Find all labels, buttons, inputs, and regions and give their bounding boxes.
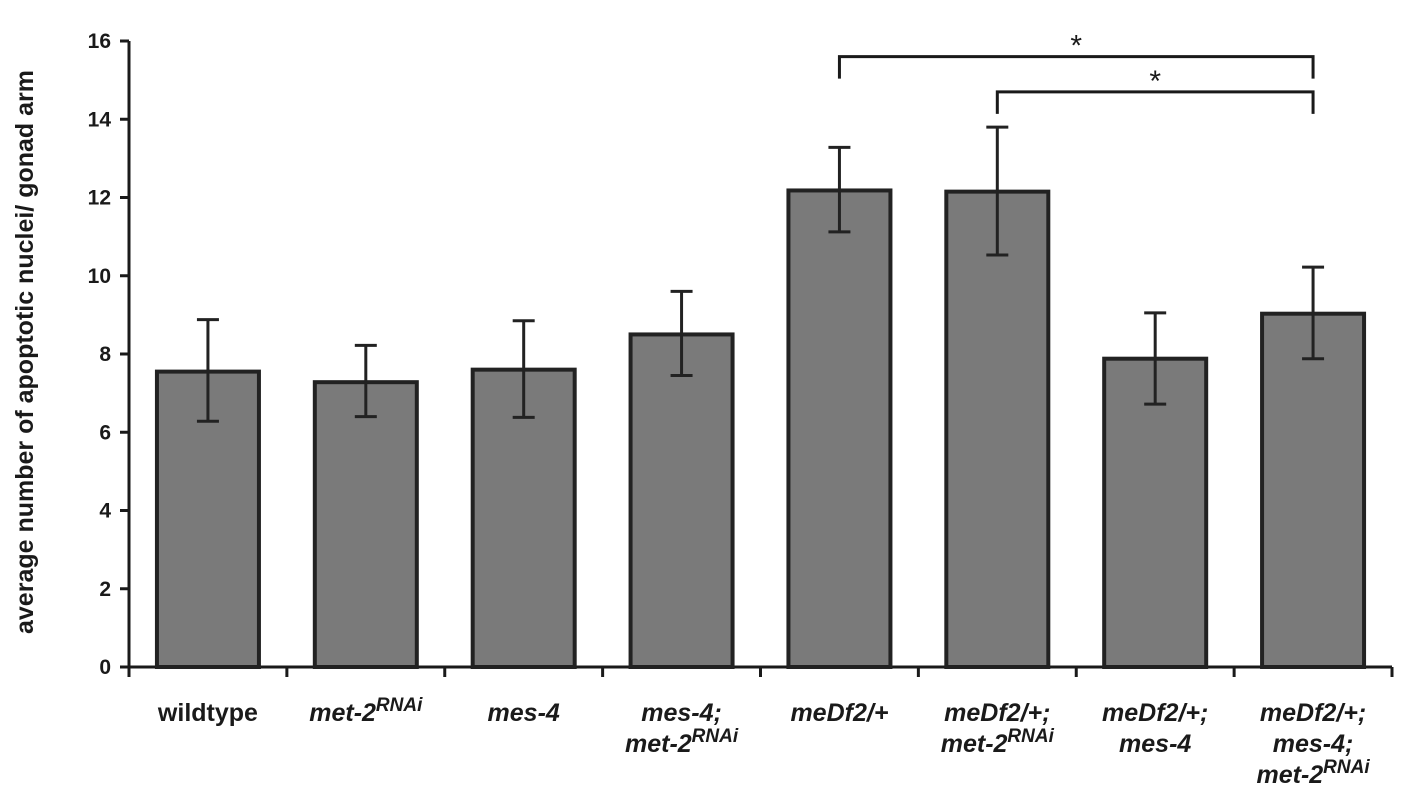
category-label-line: mes-4 [488,699,560,727]
category-label-line: meDf2/+; [944,699,1050,727]
category-label-line: wildtype [157,699,258,727]
y-axis: 0 2 4 6 8 10 12 14 16 [88,30,131,679]
significance-bracket: * [837,30,1315,79]
category-label-line: mes-4 [1119,730,1191,758]
category-label-line: met-2RNAi [309,695,423,727]
y-axis-label: average number of apoptotic nuclei/ gona… [11,70,39,634]
category-labels: wildtype met-2RNAi mes-4 mes-4;met-2RNAimeD… [157,695,1370,789]
category-label: meDf2/+ [790,699,888,727]
bars [154,188,1367,670]
category-label-line: meDf2/+ [790,699,888,727]
bar [944,189,1051,669]
y-tick-label: 12 [88,187,111,210]
category-label-line: met-2RNAi [1256,757,1370,789]
category-label: mes-4;met-2RNAi [625,699,739,758]
bar [786,188,893,670]
category-label-line: meDf2/+; [1260,699,1366,727]
category-label-line: mes-4; [1273,730,1354,758]
y-tick-label: 8 [99,343,111,366]
category-label: meDf2/+; mes-4;met-2RNAi [1256,699,1370,789]
y-tick-label: 16 [88,30,111,53]
error-bar [354,343,377,419]
y-tick-label: 6 [99,421,111,444]
category-label: mes-4 [488,699,560,727]
significance-star: * [1149,65,1161,98]
significance-bracket: * [995,65,1315,114]
category-label: meDf2/+; mes-4 [1102,699,1208,758]
error-bars [196,125,1325,423]
y-tick-label: 14 [88,108,112,131]
error-bar [1144,311,1167,406]
bar [312,380,419,669]
category-label-line: meDf2/+; [1102,699,1208,727]
significance-brackets: ** [837,30,1315,114]
y-tick-label: 4 [99,500,111,523]
category-label: wildtype [157,699,258,727]
error-bar [828,145,851,234]
category-label-line: met-2RNAi [625,726,739,758]
category-label-line: mes-4; [641,699,722,727]
error-bar [670,289,693,378]
bar [628,332,735,669]
bar [1102,356,1209,669]
error-bar [1302,265,1325,361]
bar [1260,311,1367,669]
y-tick-label: 2 [99,578,111,601]
error-bar [512,319,535,419]
y-tick-label: 10 [88,265,111,288]
y-tick-label: 0 [99,656,111,679]
significance-star: * [1070,30,1082,63]
category-label: meDf2/+;met-2RNAi [941,699,1055,758]
category-label-line: met-2RNAi [941,726,1055,758]
category-label: met-2RNAi [309,695,423,727]
error-bar [196,318,219,423]
error-bar [986,125,1009,257]
bar [470,367,577,669]
